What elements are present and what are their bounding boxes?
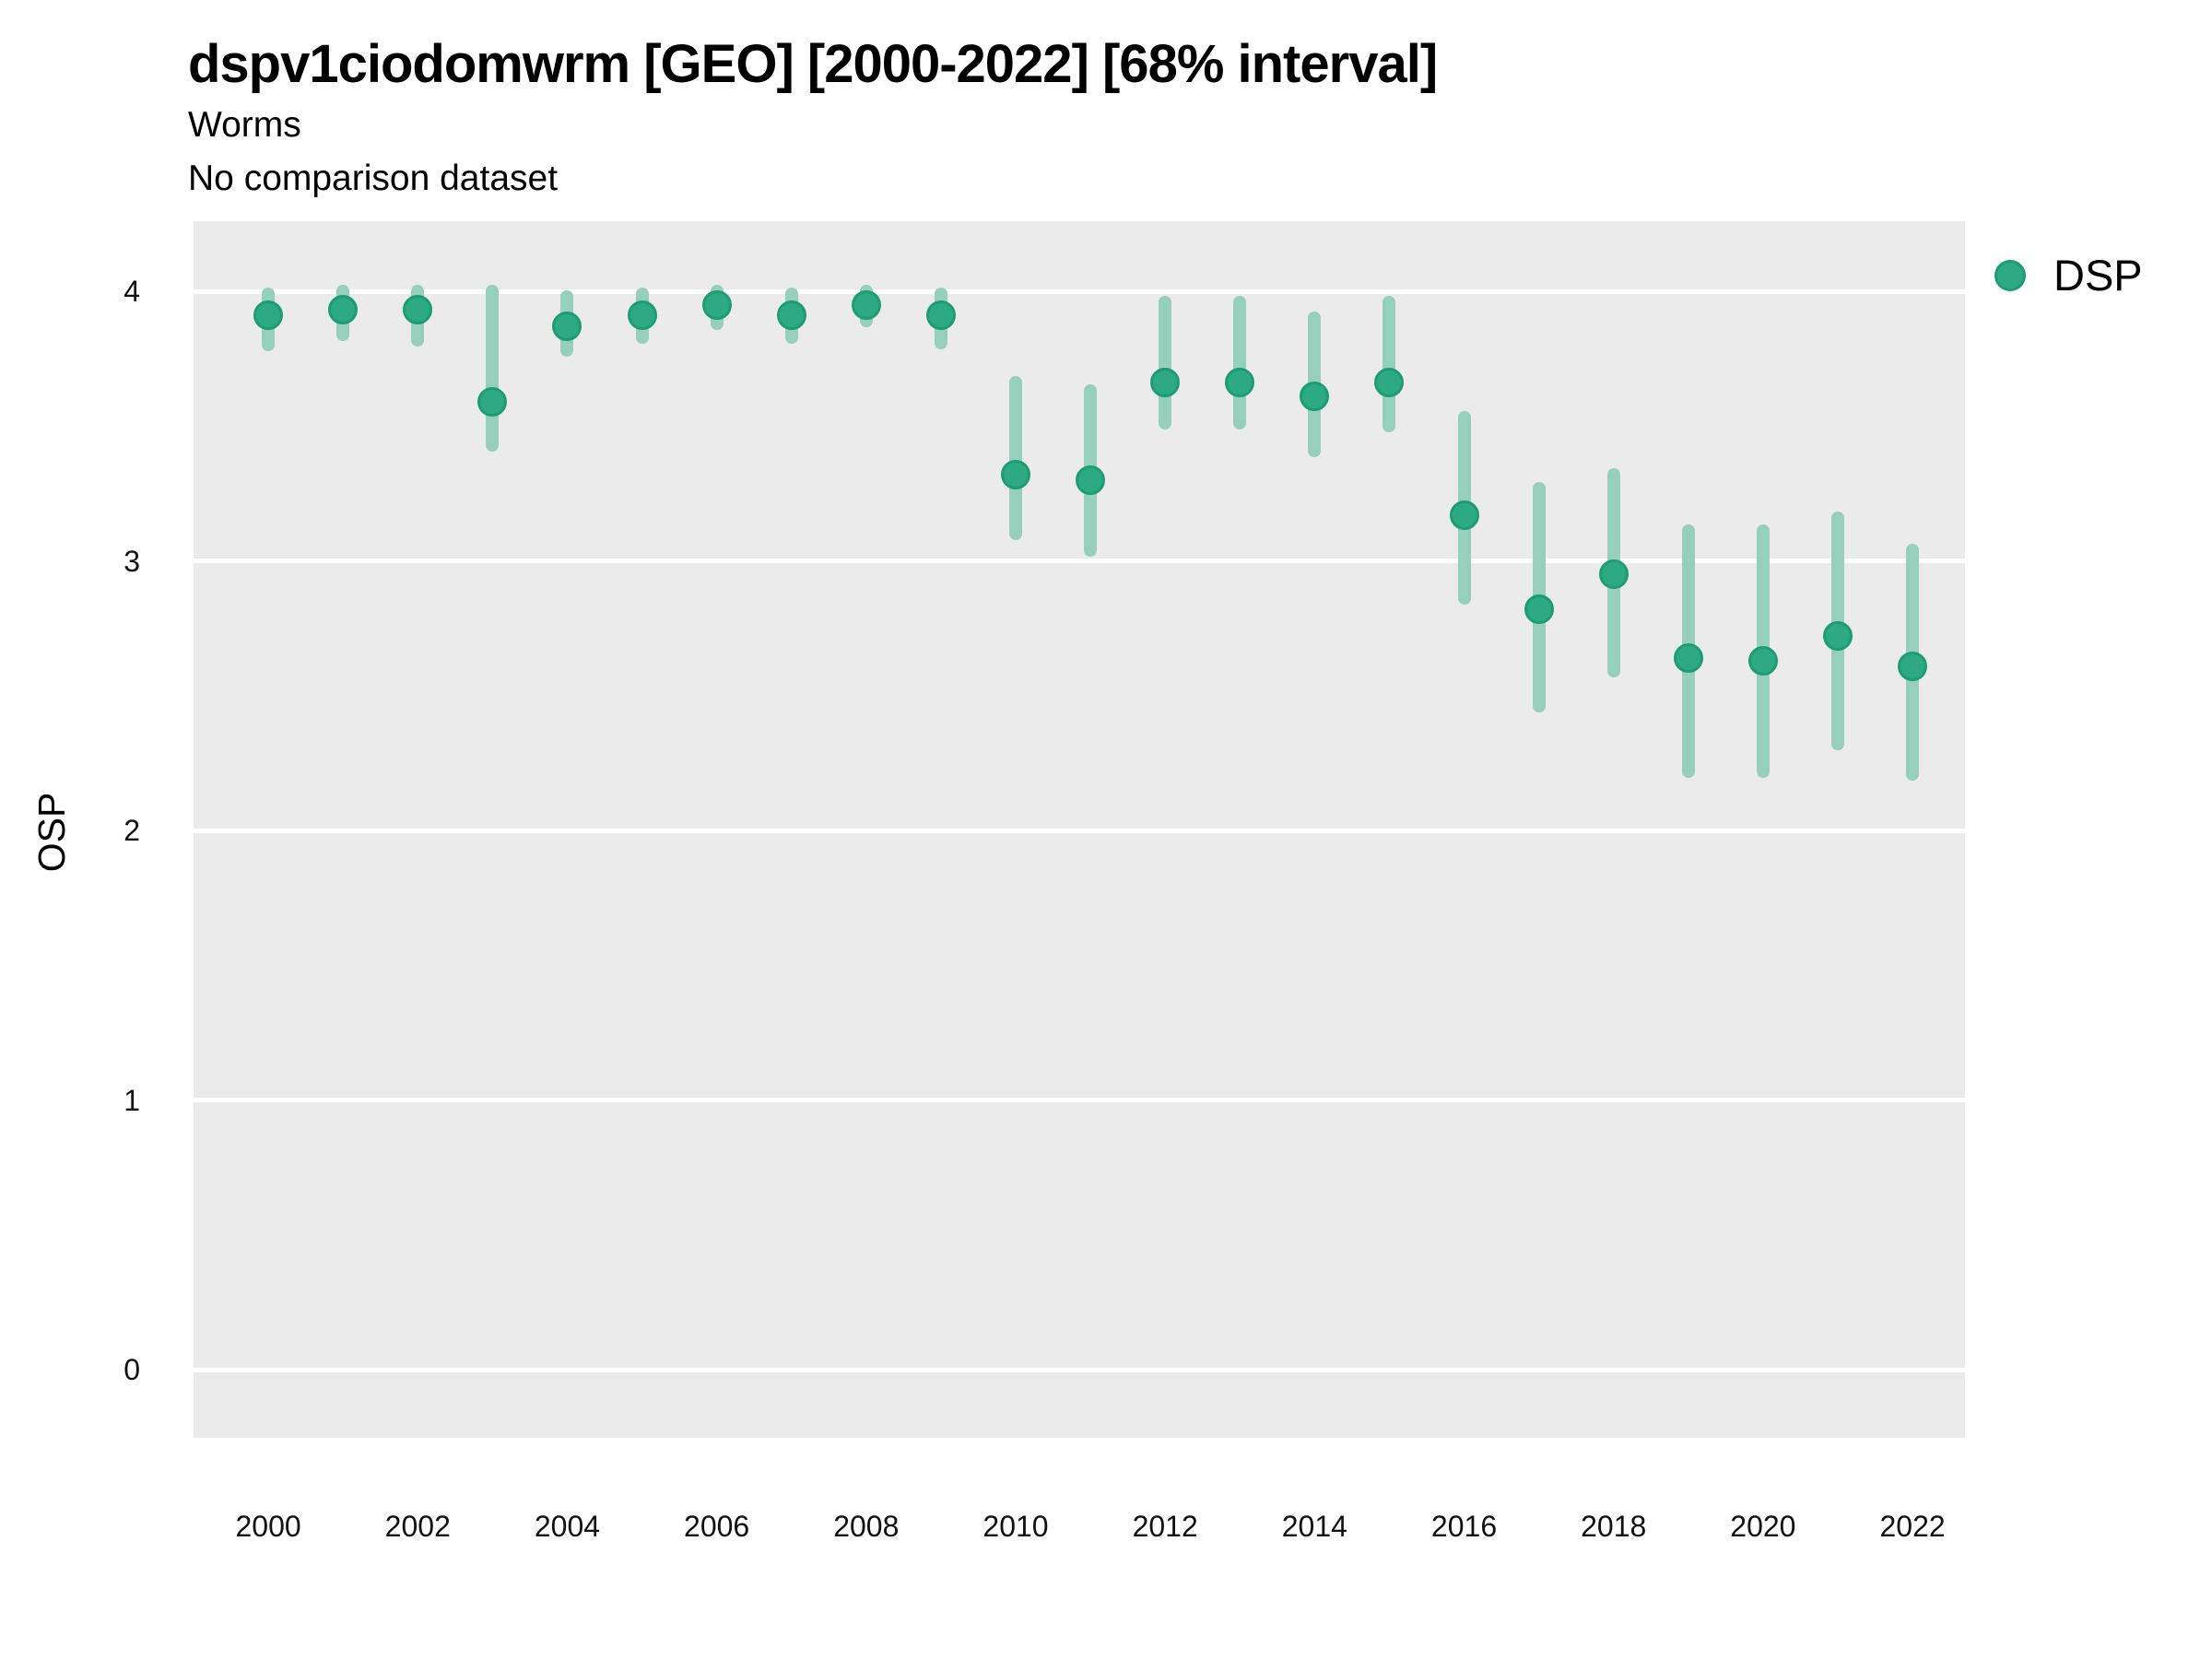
x-tick-label: 2002 (384, 1510, 451, 1543)
x-tick-label: 2018 (1581, 1510, 1647, 1543)
gridline-y-4 (194, 288, 1965, 294)
legend-label-dsp: DSP (2053, 251, 2143, 300)
x-tick-label: 2014 (1281, 1510, 1347, 1543)
data-point (328, 295, 359, 325)
data-point (1898, 651, 1928, 681)
y-tick-label: 4 (124, 275, 140, 308)
data-point (627, 300, 657, 331)
plot-panel (194, 221, 1965, 1438)
x-tick-label: 2006 (684, 1510, 750, 1543)
data-point (1374, 368, 1405, 398)
data-point (851, 289, 881, 320)
x-tick-label: 2010 (982, 1510, 1049, 1543)
data-point (253, 300, 284, 331)
gridline-y-3 (194, 559, 1965, 563)
x-tick-label: 2020 (1730, 1510, 1796, 1543)
data-point (1673, 642, 1703, 673)
comparison-note: No comparison dataset (188, 159, 559, 198)
gridline-y-2 (194, 828, 1965, 833)
interval-bar (1008, 376, 1022, 541)
interval-bar (1233, 295, 1247, 430)
interval-bar (486, 285, 500, 452)
data-point (701, 289, 732, 320)
data-point (552, 312, 582, 342)
data-point (1225, 368, 1255, 398)
data-point (403, 295, 433, 325)
data-point (1076, 465, 1106, 495)
data-point (1300, 382, 1330, 412)
data-point (1150, 368, 1181, 398)
interval-bar (1159, 295, 1172, 430)
data-point (1822, 621, 1853, 652)
data-point (925, 300, 956, 331)
chart-subtitle: Worms (188, 105, 301, 145)
y-tick-label: 0 (124, 1353, 140, 1386)
interval-bar (1382, 295, 1396, 433)
x-tick-label: 2012 (1132, 1510, 1198, 1543)
y-tick-label: 1 (124, 1083, 140, 1117)
data-point (477, 386, 508, 417)
data-point (1000, 459, 1030, 489)
data-point (1524, 594, 1554, 625)
gridline-y-1 (194, 1098, 1965, 1102)
legend-marker-dsp (1994, 260, 2026, 291)
y-tick-label: 2 (124, 814, 140, 847)
page-title: dspv1ciodomwrm [GEO] [2000-2022] [68% in… (188, 34, 1438, 94)
x-tick-label: 2016 (1430, 1510, 1498, 1543)
x-tick-label: 2022 (1879, 1510, 1946, 1543)
x-tick-label: 2008 (833, 1510, 900, 1543)
y-tick-label: 3 (124, 544, 140, 578)
data-point (1747, 645, 1778, 676)
data-point (776, 300, 806, 331)
gridline-y-0 (194, 1367, 1965, 1372)
data-point (1598, 559, 1629, 590)
x-tick-label: 2000 (235, 1510, 301, 1543)
x-tick-label: 2004 (534, 1510, 601, 1543)
data-point (1449, 500, 1479, 530)
